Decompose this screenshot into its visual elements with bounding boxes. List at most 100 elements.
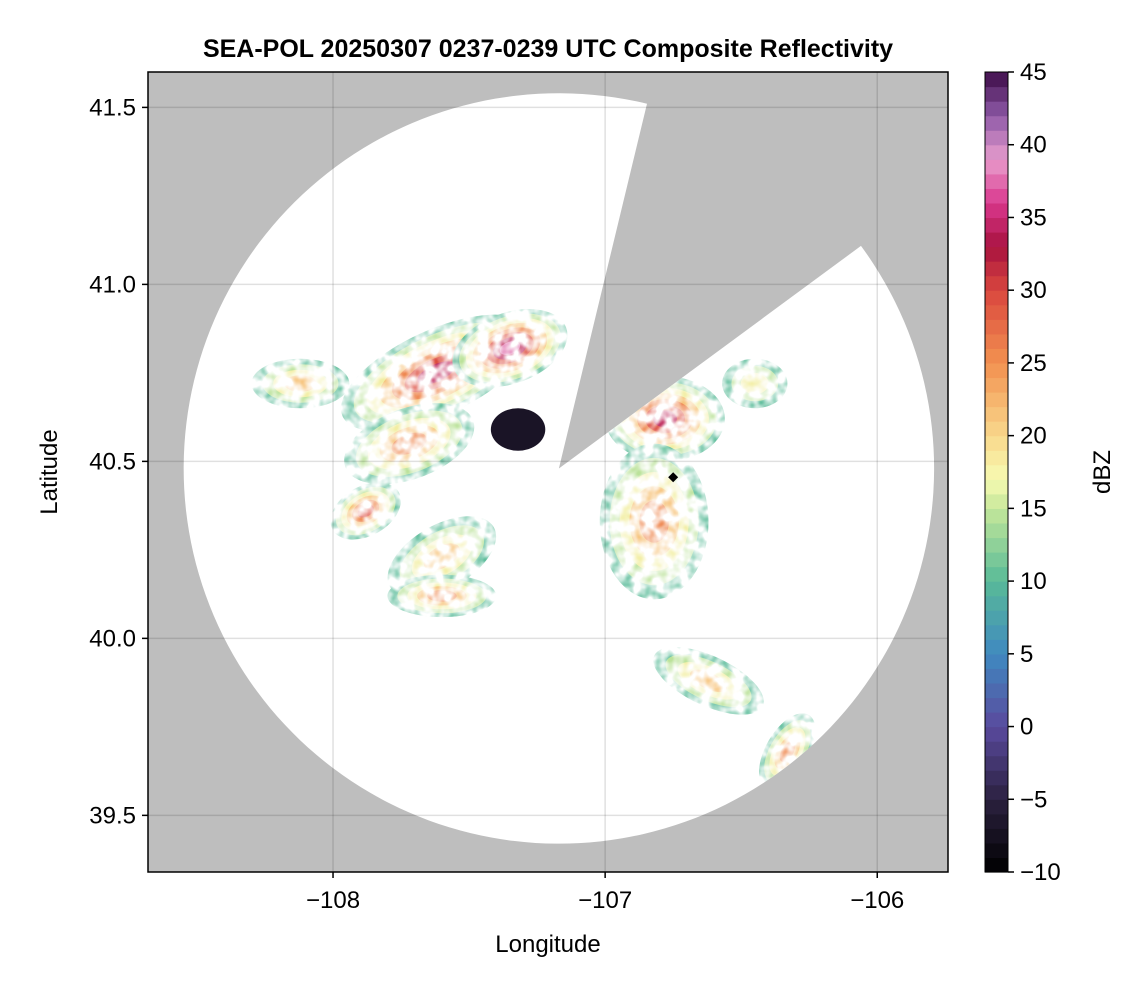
site-marker <box>668 472 679 483</box>
colorbar-bin <box>985 682 1008 699</box>
colorbar-tick-label: −10 <box>1020 859 1061 886</box>
echo-region-6 <box>387 516 497 598</box>
colorbar-bin <box>985 813 1008 829</box>
colorbar-bin <box>985 653 1008 669</box>
colorbar-tick-label: 35 <box>1020 204 1047 231</box>
plot-frame <box>147 71 949 873</box>
colorbar-bin <box>985 493 1008 509</box>
colorbar-bin <box>985 508 1008 524</box>
reflectivity-echoes <box>251 309 816 791</box>
echo-region-5 <box>330 482 401 540</box>
colorbar-bin <box>985 450 1008 466</box>
echo-region-1 <box>251 358 350 409</box>
colorbar-bin <box>985 130 1008 146</box>
colorbar-bin <box>985 217 1008 233</box>
colorbar-tick-label: 20 <box>1020 423 1047 450</box>
colorbar-bin <box>985 261 1008 277</box>
echo-region-3 <box>452 309 568 388</box>
colorbar-bin <box>985 86 1008 102</box>
colorbar-tick-label: 25 <box>1020 350 1047 377</box>
colorbar-bin <box>985 639 1008 655</box>
x-axis-label: Longitude <box>495 931 600 958</box>
x-tick-label: −108 <box>306 887 360 914</box>
colorbar-bin <box>985 188 1008 204</box>
radar-coverage-area <box>183 93 935 844</box>
y-axis: 39.5 40.0 40.5 41.0 41.5 <box>89 94 148 829</box>
colorbar-tick-label: 5 <box>1020 641 1033 668</box>
y-tick-label: 40.0 <box>89 625 136 652</box>
colorbar-tick-label: 15 <box>1020 495 1047 522</box>
colorbar-bin <box>985 741 1008 757</box>
y-axis-label: Latitude <box>36 429 63 514</box>
colorbar-bin <box>985 624 1008 640</box>
echo-region-10 <box>722 358 788 409</box>
colorbar-bin <box>985 595 1008 611</box>
colorbar-bin <box>985 159 1008 175</box>
colorbar-bin <box>985 828 1008 844</box>
colorbar-bin <box>985 290 1008 306</box>
colorbar-bin <box>985 333 1008 349</box>
colorbar: −10 −5 0 5 10 15 20 25 30 35 40 45 <box>984 59 1061 886</box>
colorbar-tick-label: 40 <box>1020 132 1047 159</box>
y-tick-label: 39.5 <box>89 802 136 829</box>
colorbar-bin <box>985 799 1008 815</box>
colorbar-bin <box>985 101 1008 117</box>
colorbar-bin <box>985 246 1008 262</box>
colorbar-bin <box>985 232 1008 248</box>
colorbar-bin <box>985 72 1008 88</box>
chart-title: SEA-POL 20250307 0237-0239 UTC Composite… <box>203 35 893 63</box>
colorbar-bin <box>985 202 1008 219</box>
colorbar-tick-label: 45 <box>1020 59 1047 86</box>
colorbar-bin <box>985 552 1008 568</box>
echo-region-4 <box>344 403 475 485</box>
y-tick-label: 41.0 <box>89 271 136 298</box>
colorbar-bin <box>985 784 1008 800</box>
colorbar-bin <box>985 362 1008 379</box>
colorbar-bin <box>985 304 1008 320</box>
colorbar-bin <box>985 173 1008 189</box>
colorbar-bin <box>985 144 1008 160</box>
colorbar-bin <box>985 479 1008 495</box>
colorbar-bin <box>985 610 1008 626</box>
echo-region-11 <box>653 647 764 715</box>
grid-lines <box>148 72 948 872</box>
colorbar-bin <box>985 348 1008 364</box>
colorbar-bin <box>985 668 1008 684</box>
colorbar-bin <box>985 275 1008 291</box>
colorbar-tick-label: 30 <box>1020 277 1047 304</box>
echo-region-12 <box>759 713 816 791</box>
colorbar-tick-label: 10 <box>1020 568 1047 595</box>
colorbar-bin <box>985 392 1008 408</box>
colorbar-bin <box>985 726 1008 742</box>
colorbar-bin <box>985 770 1008 786</box>
echo-region-9 <box>599 443 709 600</box>
colorbar-bin <box>985 842 1008 859</box>
colorbar-tick-label: −5 <box>1020 786 1047 813</box>
colorbar-bin <box>985 566 1008 582</box>
colorbar-bin <box>985 712 1008 728</box>
colorbar-bin <box>985 755 1008 771</box>
colorbar-bin <box>985 522 1008 539</box>
colorbar-bin <box>985 697 1008 713</box>
echo-region-7 <box>387 574 497 618</box>
colorbar-bin <box>985 464 1008 480</box>
colorbar-bin <box>985 435 1008 451</box>
colorbar-label: dBZ <box>1089 450 1116 494</box>
y-tick-label: 40.5 <box>89 448 136 475</box>
colorbar-frame <box>984 71 1009 873</box>
colorbar-bin <box>985 537 1008 553</box>
colorbar-bin <box>985 115 1008 131</box>
colorbar-bin <box>985 857 1008 873</box>
colorbar-tick-label: 0 <box>1020 714 1033 741</box>
plot-area <box>147 71 949 873</box>
colorbar-bin <box>985 406 1008 422</box>
low-reflectivity-region <box>490 408 546 451</box>
x-tick-label: −106 <box>850 887 904 914</box>
colorbar-bin <box>985 581 1008 597</box>
colorbar-bin <box>985 319 1008 335</box>
x-axis: −108 −107 −106 <box>306 872 904 914</box>
x-tick-label: −107 <box>578 887 632 914</box>
y-tick-label: 41.5 <box>89 94 136 121</box>
colorbar-bin <box>985 421 1008 437</box>
